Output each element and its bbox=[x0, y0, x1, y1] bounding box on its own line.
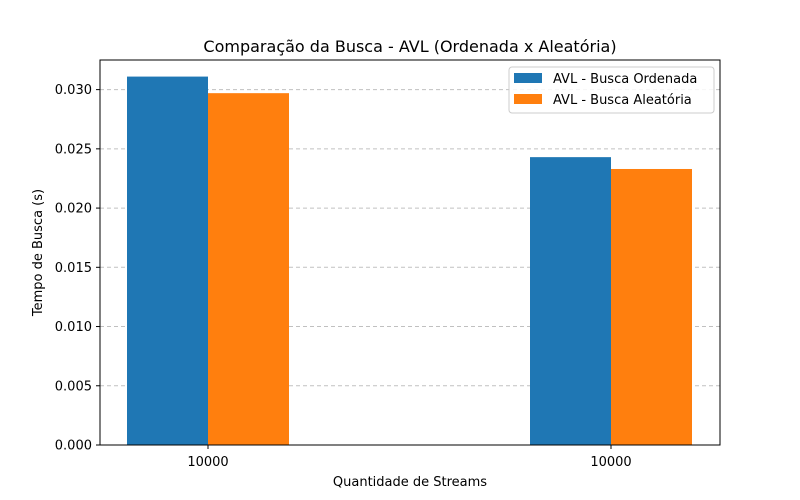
x-axis-label: Quantidade de Streams bbox=[333, 475, 487, 490]
y-tick-label: 0.030 bbox=[55, 83, 92, 98]
bar-aleatoria-1 bbox=[611, 168, 692, 445]
chart-title: Comparação da Busca - AVL (Ordenada x Al… bbox=[203, 37, 616, 56]
bar-ordenada-0 bbox=[127, 76, 208, 445]
legend-swatch-aleatoria bbox=[514, 94, 542, 104]
legend: AVL - Busca Ordenada AVL - Busca Aleatór… bbox=[508, 66, 715, 114]
y-tick-label: 0.015 bbox=[55, 261, 92, 276]
x-tick-label: 10000 bbox=[187, 455, 228, 470]
bar-ordenada-1 bbox=[530, 157, 611, 445]
y-axis-label: Tempo de Busca (s) bbox=[31, 189, 46, 317]
legend-box bbox=[508, 66, 715, 114]
y-axis-ticks: 0.000 0.005 0.010 0.015 0.020 0.025 0.030 bbox=[55, 83, 100, 454]
legend-label-aleatoria: AVL - Busca Aleatória bbox=[553, 93, 692, 108]
y-tick-label: 0.020 bbox=[55, 202, 92, 217]
y-tick-label: 0.000 bbox=[55, 439, 92, 454]
plot-frame bbox=[99, 59, 721, 446]
x-tick-label: 10000 bbox=[590, 455, 631, 470]
x-axis-ticks: 10000 10000 bbox=[187, 445, 632, 470]
bar-aleatoria-0 bbox=[208, 93, 289, 446]
y-tick-label: 0.025 bbox=[55, 142, 92, 157]
y-tick-label: 0.010 bbox=[55, 320, 92, 335]
y-tick-label: 0.005 bbox=[55, 379, 92, 394]
legend-swatch-ordenada bbox=[514, 73, 542, 83]
legend-label-ordenada: AVL - Busca Ordenada bbox=[553, 72, 697, 87]
bars bbox=[127, 76, 692, 446]
